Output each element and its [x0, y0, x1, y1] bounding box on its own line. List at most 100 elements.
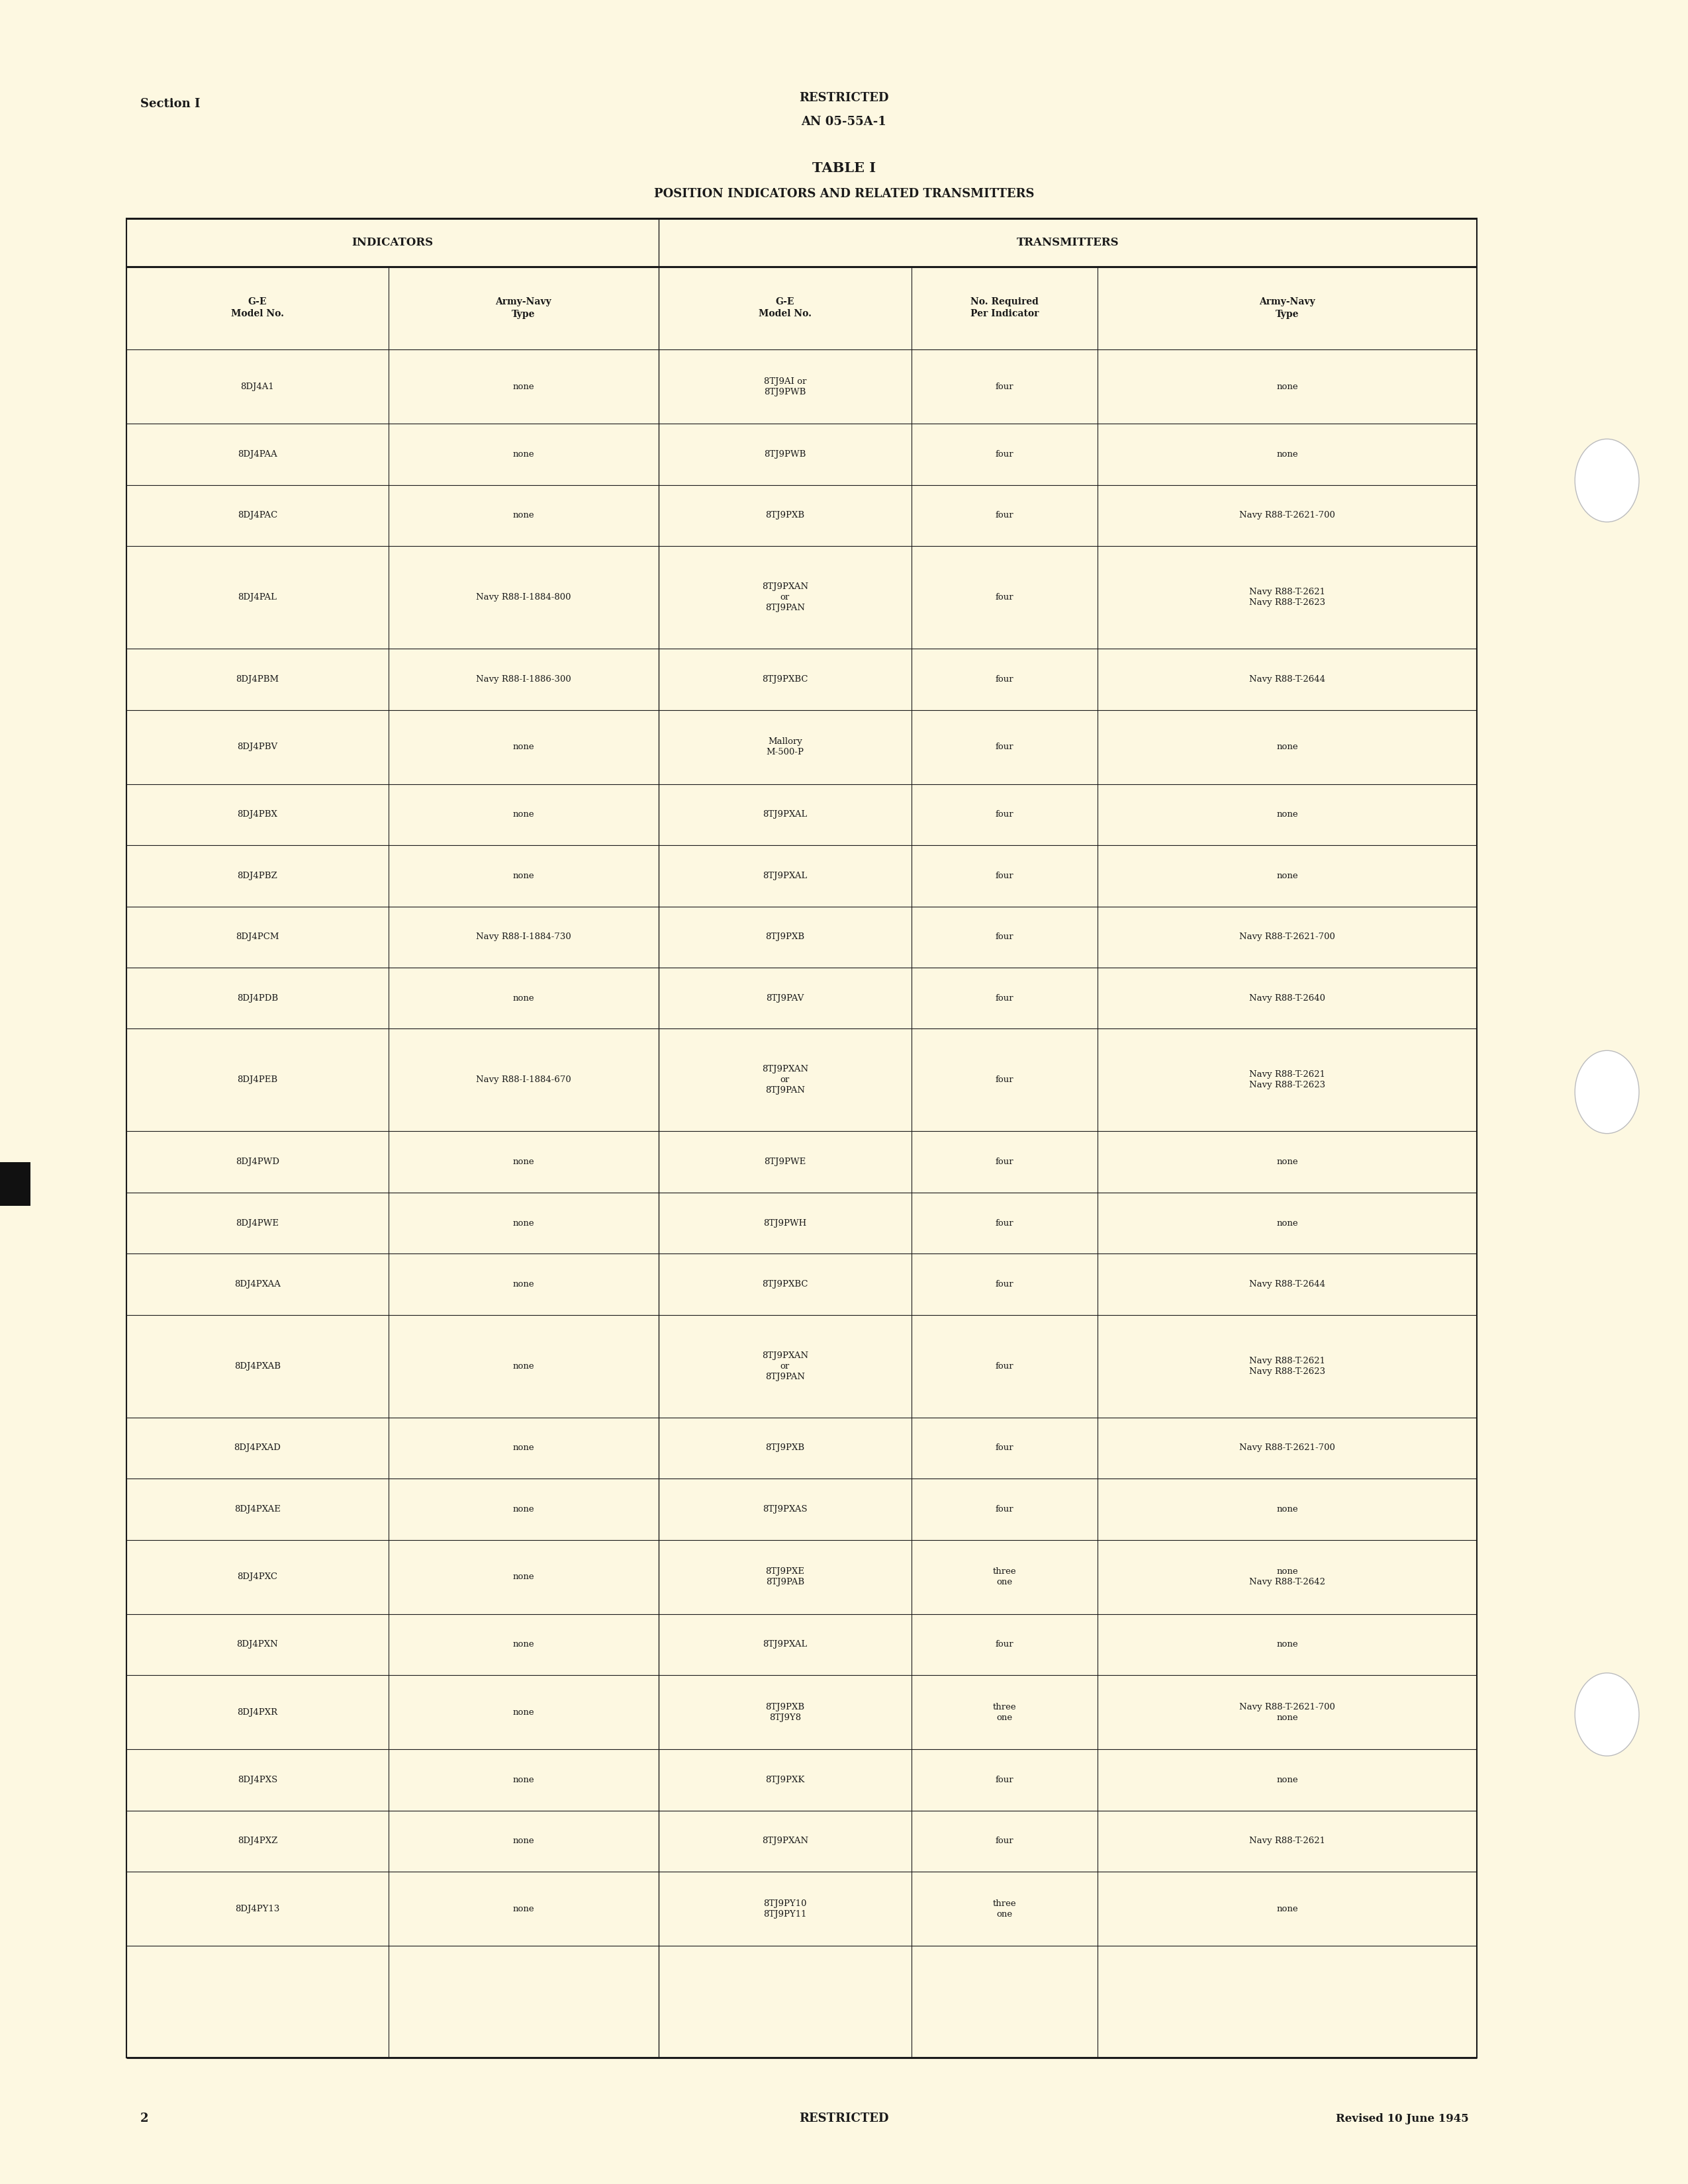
Text: 8TJ9PXAS: 8TJ9PXAS — [763, 1505, 807, 1514]
Text: none: none — [513, 1837, 533, 1845]
Text: none: none — [513, 450, 533, 459]
Text: Revised 10 June 1945: Revised 10 June 1945 — [1335, 2112, 1469, 2125]
Text: four: four — [996, 1363, 1013, 1369]
Text: 8TJ9PXAN
or
8TJ9PAN: 8TJ9PXAN or 8TJ9PAN — [761, 1066, 809, 1094]
Text: none: none — [513, 1219, 533, 1227]
Text: four: four — [996, 675, 1013, 684]
Text: Navy R88-T-2621-700: Navy R88-T-2621-700 — [1239, 933, 1335, 941]
Text: POSITION INDICATORS AND RELATED TRANSMITTERS: POSITION INDICATORS AND RELATED TRANSMIT… — [653, 188, 1035, 199]
Text: Navy R88-T-2644: Navy R88-T-2644 — [1249, 1280, 1325, 1289]
Text: 8DJ4PXR: 8DJ4PXR — [238, 1708, 277, 1717]
Text: G-E
Model No.: G-E Model No. — [231, 297, 284, 319]
Text: none: none — [1276, 1640, 1298, 1649]
Text: none: none — [513, 1640, 533, 1649]
Text: none
Navy R88-T-2642: none Navy R88-T-2642 — [1249, 1568, 1325, 1586]
Text: 8DJ4PXC: 8DJ4PXC — [238, 1572, 277, 1581]
Text: 8TJ9PXB: 8TJ9PXB — [765, 933, 805, 941]
Text: four: four — [996, 1837, 1013, 1845]
Text: 8DJ4PBM: 8DJ4PBM — [236, 675, 279, 684]
Text: none: none — [513, 1708, 533, 1717]
Circle shape — [1575, 439, 1639, 522]
Text: AN 05-55A-1: AN 05-55A-1 — [802, 116, 886, 127]
Text: three
one: three one — [993, 1704, 1016, 1721]
Text: 8TJ9PXBC: 8TJ9PXBC — [761, 1280, 809, 1289]
Text: four: four — [996, 994, 1013, 1002]
Text: none: none — [1276, 1904, 1298, 1913]
Text: Navy R88-T-2621: Navy R88-T-2621 — [1249, 1837, 1325, 1845]
Text: 8TJ9PXE
8TJ9PAB: 8TJ9PXE 8TJ9PAB — [765, 1568, 805, 1586]
Text: four: four — [996, 511, 1013, 520]
Text: none: none — [513, 1444, 533, 1452]
Text: three
one: three one — [993, 1900, 1016, 1918]
Text: 8DJ4PXAA: 8DJ4PXAA — [235, 1280, 280, 1289]
Text: 8DJ4PWD: 8DJ4PWD — [236, 1158, 279, 1166]
Circle shape — [1575, 1051, 1639, 1133]
Text: four: four — [996, 1776, 1013, 1784]
Text: 8TJ9AI or
8TJ9PWB: 8TJ9AI or 8TJ9PWB — [763, 378, 807, 395]
Text: TABLE I: TABLE I — [812, 162, 876, 175]
Text: Navy R88-T-2621-700
none: Navy R88-T-2621-700 none — [1239, 1704, 1335, 1721]
Text: Navy R88-I-1884-800: Navy R88-I-1884-800 — [476, 594, 571, 601]
Text: four: four — [996, 743, 1013, 751]
Text: none: none — [513, 1280, 533, 1289]
Text: none: none — [513, 382, 533, 391]
Text: No. Required
Per Indicator: No. Required Per Indicator — [971, 297, 1038, 319]
Text: none: none — [513, 871, 533, 880]
Text: none: none — [513, 511, 533, 520]
Text: none: none — [513, 1572, 533, 1581]
Text: 8DJ4PWE: 8DJ4PWE — [236, 1219, 279, 1227]
Text: four: four — [996, 1158, 1013, 1166]
Text: 8TJ9PXAN
or
8TJ9PAN: 8TJ9PXAN or 8TJ9PAN — [761, 1352, 809, 1380]
Text: Navy R88-I-1886-300: Navy R88-I-1886-300 — [476, 675, 571, 684]
Text: 8DJ4PAC: 8DJ4PAC — [238, 511, 277, 520]
Text: Navy R88-I-1884-670: Navy R88-I-1884-670 — [476, 1077, 571, 1083]
Text: 8TJ9PAV: 8TJ9PAV — [766, 994, 803, 1002]
Text: four: four — [996, 810, 1013, 819]
Text: Mallory
M-500-P: Mallory M-500-P — [766, 738, 803, 756]
Text: 8TJ9PXK: 8TJ9PXK — [765, 1776, 805, 1784]
Text: none: none — [1276, 810, 1298, 819]
Text: none: none — [1276, 1776, 1298, 1784]
Text: four: four — [996, 1505, 1013, 1514]
Text: four: four — [996, 1077, 1013, 1083]
Text: 8DJ4PY13: 8DJ4PY13 — [235, 1904, 280, 1913]
Text: none: none — [1276, 1158, 1298, 1166]
Text: none: none — [513, 810, 533, 819]
Text: four: four — [996, 871, 1013, 880]
Text: 8TJ9PXB
8TJ9Y8: 8TJ9PXB 8TJ9Y8 — [765, 1704, 805, 1721]
Text: none: none — [1276, 382, 1298, 391]
Text: four: four — [996, 382, 1013, 391]
Text: four: four — [996, 1280, 1013, 1289]
Text: 8DJ4PAL: 8DJ4PAL — [238, 594, 277, 601]
Text: 8TJ9PXAN
or
8TJ9PAN: 8TJ9PXAN or 8TJ9PAN — [761, 583, 809, 612]
Circle shape — [1575, 1673, 1639, 1756]
Text: none: none — [513, 1904, 533, 1913]
Text: 8DJ4PEB: 8DJ4PEB — [238, 1077, 277, 1083]
Text: Navy R88-T-2640: Navy R88-T-2640 — [1249, 994, 1325, 1002]
Text: 8TJ9PWH: 8TJ9PWH — [763, 1219, 807, 1227]
Text: none: none — [513, 743, 533, 751]
Text: none: none — [1276, 1505, 1298, 1514]
Text: 8TJ9PXAL: 8TJ9PXAL — [763, 810, 807, 819]
Text: none: none — [513, 1776, 533, 1784]
Text: 8TJ9PXAL: 8TJ9PXAL — [763, 871, 807, 880]
Text: four: four — [996, 933, 1013, 941]
Text: Army-Navy
Type: Army-Navy Type — [495, 297, 552, 319]
Text: four: four — [996, 1444, 1013, 1452]
Text: four: four — [996, 594, 1013, 601]
Text: four: four — [996, 450, 1013, 459]
Text: 8DJ4PXAE: 8DJ4PXAE — [235, 1505, 280, 1514]
Text: 8TJ9PWB: 8TJ9PWB — [765, 450, 805, 459]
Text: none: none — [1276, 450, 1298, 459]
Text: Navy R88-T-2621
Navy R88-T-2623: Navy R88-T-2621 Navy R88-T-2623 — [1249, 1356, 1325, 1376]
Text: 8TJ9PY10
8TJ9PY11: 8TJ9PY10 8TJ9PY11 — [763, 1900, 807, 1918]
Text: none: none — [513, 1158, 533, 1166]
Text: four: four — [996, 1219, 1013, 1227]
Text: RESTRICTED: RESTRICTED — [798, 92, 890, 103]
Text: 8TJ9PXAL: 8TJ9PXAL — [763, 1640, 807, 1649]
Text: Navy R88-T-2621-700: Navy R88-T-2621-700 — [1239, 511, 1335, 520]
Text: none: none — [513, 1363, 533, 1369]
Text: Navy R88-I-1884-730: Navy R88-I-1884-730 — [476, 933, 571, 941]
Text: Navy R88-T-2621
Navy R88-T-2623: Navy R88-T-2621 Navy R88-T-2623 — [1249, 587, 1325, 607]
Text: none: none — [1276, 1219, 1298, 1227]
